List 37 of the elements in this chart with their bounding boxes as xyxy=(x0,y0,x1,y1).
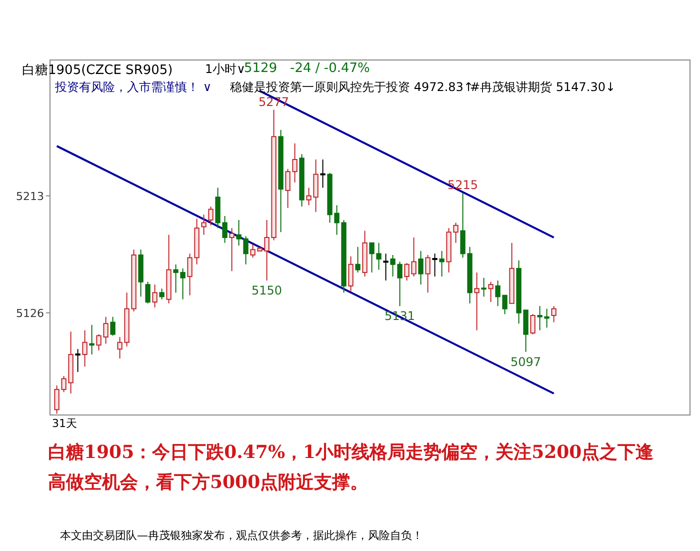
annotation: 5129 xyxy=(244,61,278,76)
annotation: 5150 xyxy=(252,284,282,298)
candlestick xyxy=(208,206,214,226)
candlestick xyxy=(110,316,116,336)
candlestick xyxy=(474,272,480,331)
candlestick xyxy=(229,228,234,272)
annotation: -24 / -0.47% xyxy=(290,61,370,76)
candlestick xyxy=(481,277,486,298)
annotation: #冉茂银讲期货 5147.30↓ xyxy=(470,79,616,96)
text: 白糖1905：今日下跌0.47%，1小时线格局走势偏空，关注5200点之下逢高做空机会，看下方5000点附近支撑。 xyxy=(48,441,655,495)
candlestick xyxy=(425,254,430,294)
annotation: 投资有风险，入市需谨慎！ ∨ xyxy=(55,79,212,96)
candlestick xyxy=(355,246,360,273)
candlestick xyxy=(418,250,424,286)
candlestick xyxy=(320,159,326,188)
candlestick xyxy=(152,284,158,308)
candlestick xyxy=(145,281,150,304)
annotation: 5097 xyxy=(510,354,542,369)
candlestick xyxy=(551,306,556,323)
y-tick-label: 5126 xyxy=(16,306,44,320)
candlestick xyxy=(348,256,354,292)
candlestick xyxy=(201,214,206,236)
candlestick xyxy=(82,330,88,368)
text: 31天 xyxy=(52,416,77,431)
candlestick xyxy=(530,314,536,335)
annotation: 5215 xyxy=(448,178,478,192)
candlestick xyxy=(89,324,94,355)
candlestick xyxy=(383,253,388,282)
candlestick xyxy=(75,348,80,372)
candlestick xyxy=(439,250,444,277)
candlestick xyxy=(488,281,494,303)
chart-title: 白糖1905(CZCE SR905) xyxy=(22,62,173,79)
text: 本文由交易团队—冉茂银独家发布，观点仅供参考，据此操作，风险自负！ xyxy=(60,528,423,543)
candlestick xyxy=(432,253,438,277)
y-tick-label: 5213 xyxy=(16,190,44,203)
annotation: 1小时∨ xyxy=(205,61,246,78)
candlestick xyxy=(159,288,164,300)
